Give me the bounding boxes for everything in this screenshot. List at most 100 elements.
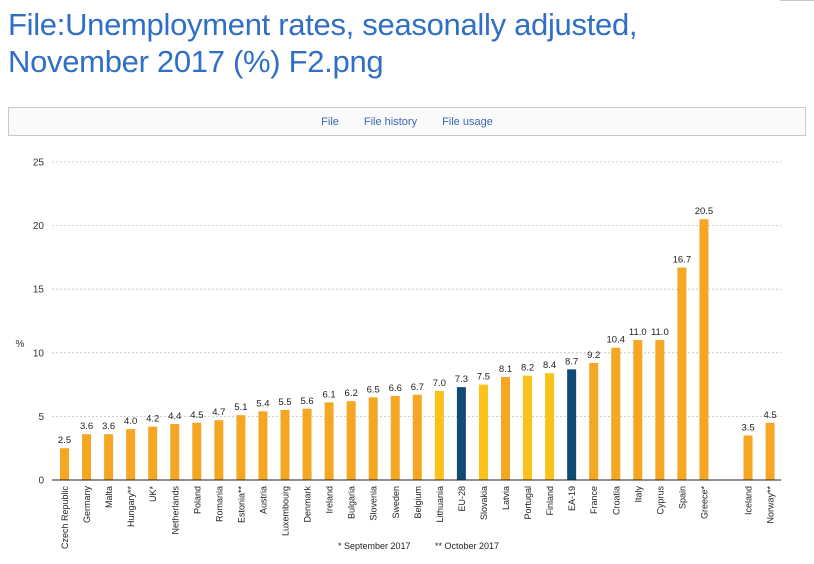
value-label: 5.5: [278, 397, 291, 408]
x-tick-label: Latvia: [501, 486, 511, 510]
y-tick-label: 5: [38, 412, 44, 423]
x-tick-label: Italy: [633, 486, 643, 503]
bar: [611, 347, 621, 480]
value-label: 20.5: [695, 206, 714, 217]
value-label: 16.7: [673, 255, 692, 266]
x-tick-label: Greece*: [699, 486, 709, 520]
tab-file[interactable]: File: [321, 115, 339, 128]
y-tick-label: 20: [33, 221, 45, 232]
page-title-line-2: November 2017 (%) F2.png: [8, 44, 384, 79]
x-tick-label: EA-19: [567, 486, 577, 511]
bar: [434, 390, 444, 480]
value-label: 5.4: [256, 398, 269, 409]
tab-file-history[interactable]: File history: [363, 115, 418, 128]
value-label: 11.0: [629, 327, 647, 338]
value-label: 8.4: [543, 360, 556, 371]
bar: [412, 394, 422, 480]
x-tick-label: Austria: [258, 486, 268, 514]
bar: [324, 402, 334, 480]
value-label: 7.0: [433, 378, 446, 389]
bar: [126, 429, 136, 480]
x-tick-label: Bulgaria: [347, 486, 357, 519]
x-tick-label: Ireland: [325, 486, 335, 514]
bar: [699, 219, 709, 480]
value-label: 6.7: [411, 382, 424, 393]
x-tick-label: Portugal: [523, 486, 533, 520]
value-label: 4.5: [190, 410, 203, 421]
value-label: 4.0: [124, 416, 137, 427]
value-label: 3.6: [80, 421, 93, 432]
x-tick-label: UK*: [148, 486, 158, 503]
y-tick-label: 25: [33, 158, 45, 169]
x-tick-label: France: [589, 486, 599, 514]
bar: [104, 434, 114, 480]
bar: [567, 369, 577, 480]
x-tick-label: Slovenia: [369, 486, 379, 521]
bar: [478, 384, 488, 480]
bar: [501, 376, 510, 480]
value-label: 5.1: [234, 402, 247, 413]
bar: [390, 396, 400, 480]
value-label: 9.2: [587, 350, 600, 361]
bar: [258, 411, 268, 480]
x-tick-label: Iceland: [744, 486, 754, 515]
bar: [368, 397, 378, 480]
x-tick-label: Netherlands: [170, 486, 180, 535]
value-label: 6.6: [389, 383, 402, 394]
footnote-october: ** October 2017: [435, 541, 499, 551]
bar: [589, 362, 599, 480]
top-divider: [780, 0, 814, 1]
x-tick-label: Luxembourg: [281, 486, 291, 536]
bar: [82, 434, 92, 480]
x-tick-label: Romania: [214, 486, 224, 522]
bar: [302, 408, 312, 480]
bar: [743, 435, 753, 480]
bar: [523, 375, 533, 480]
value-label: 7.5: [477, 372, 490, 383]
value-label: 4.4: [168, 411, 181, 422]
bar: [677, 267, 687, 480]
bar: [236, 415, 246, 480]
bar: [60, 448, 69, 480]
x-tick-label: Denmark: [303, 486, 313, 523]
x-tick-label: EU-28: [457, 486, 467, 512]
y-tick-label: 10: [33, 348, 45, 359]
bar: [633, 340, 643, 480]
value-label: 5.6: [300, 396, 313, 407]
x-tick-label: Malta: [104, 486, 114, 508]
value-label: 10.4: [607, 335, 626, 346]
y-tick-label: 15: [33, 285, 45, 296]
value-label: 8.7: [565, 356, 578, 367]
x-tick-label: Czech Republic: [60, 486, 70, 550]
bar: [192, 422, 202, 480]
x-tick-label: Spain: [677, 486, 687, 509]
x-tick-label: Lithuania: [435, 486, 445, 523]
bar: [765, 422, 775, 480]
bar: [148, 426, 158, 480]
value-label: 7.3: [455, 374, 468, 385]
x-tick-label: Belgium: [413, 486, 423, 519]
value-label: 8.2: [521, 363, 534, 374]
value-label: 3.5: [741, 422, 754, 433]
bar: [170, 424, 180, 480]
bar: [456, 387, 466, 480]
x-tick-label: Norway**: [766, 486, 776, 524]
x-tick-label: Estonia**: [236, 486, 246, 524]
bar: [545, 373, 555, 480]
y-axis-label: %: [16, 339, 25, 350]
value-label: 6.2: [345, 388, 358, 399]
x-tick-label: Germany: [82, 486, 92, 524]
page-title-line-1: File:Unemployment rates, seasonally adju…: [8, 7, 638, 42]
x-tick-label: Slovakia: [479, 486, 489, 520]
value-label: 4.2: [146, 414, 159, 425]
tab-file-usage[interactable]: File usage: [442, 115, 493, 128]
value-label: 3.6: [102, 421, 115, 432]
value-label: 11.0: [651, 327, 669, 338]
value-label: 4.7: [212, 407, 225, 418]
bar: [280, 410, 290, 480]
x-tick-label: Hungary**: [126, 486, 136, 528]
footnote-september: * September 2017: [338, 541, 411, 551]
bar: [346, 401, 356, 480]
unemployment-bar-chart: 0 5 10 15 20 25% 2.5 Czech Republic 3.6 Germany 3.…: [16, 158, 781, 551]
file-tabs-bar: File File history File usage: [8, 107, 806, 136]
